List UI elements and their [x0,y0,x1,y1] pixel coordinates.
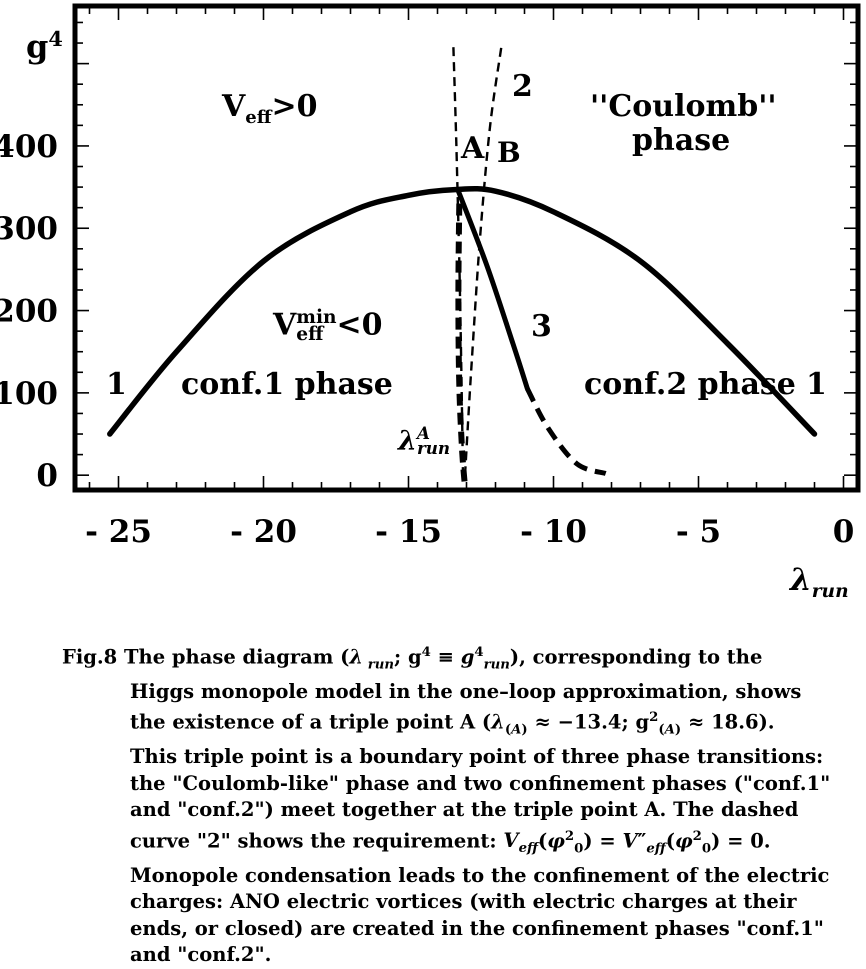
curve-3-label: 3 [531,309,552,344]
x-tick-label: - 5 [676,514,721,550]
label-conf1-phase: conf.1 phase [181,367,393,402]
y-tick-label: 0 [36,458,58,494]
x-tick-label: - 25 [85,514,152,550]
y-tick-label: 400 [0,129,58,165]
figure-caption: Fig.8 The phase diagram (λ run; g4 ≡ g4r… [62,640,858,969]
curve-1 [107,186,818,437]
label-conf2-phase: conf.2 phase [584,367,796,402]
x-tick-label: 0 [833,514,855,550]
caption-line: charges: ANO electric vortices (with ele… [130,890,797,914]
x-tick-label: - 15 [375,514,442,550]
tick-labels: - 25 - 20 - 15 - 10 - 5 0 0 100 200 300 400 [0,129,854,550]
caption-line: This triple point is a boundary point of… [130,745,824,769]
caption-line: and "conf.2") meet together at the tripl… [130,798,799,822]
point-b-label: B [497,136,521,169]
caption-line: and "conf.2". [130,943,272,967]
y-tick-label: 200 [0,294,58,330]
curve-3-dashed [525,387,607,476]
caption-line: curve "2" shows the requirement: Veff(φ2… [130,828,771,857]
label-coulomb-line1: ''Coulomb'' [590,89,777,124]
curve-3-solid [455,187,530,392]
caption-line: Monopole condensation leads to the confi… [130,863,830,887]
plot-frame [72,3,861,493]
lambda-a-boundary [455,203,468,488]
label-veff-positive: Veff>0 [222,89,318,128]
curve-2-right-branch [463,47,503,476]
x-tick-label: - 10 [520,514,587,550]
triple-point-a-label: A [461,131,485,166]
label-coulomb-line2: phase [632,123,731,158]
curve-1-label-right: 1 [806,367,827,402]
caption-line: the "Coulomb-like" phase and two confine… [130,771,831,795]
caption-line: ends, or closed) are created in the conf… [130,916,824,940]
x-tick-label: - 20 [230,514,297,550]
axis-ticks [75,6,858,490]
curve-2-label: 2 [512,69,533,104]
caption-line: the existence of a triple point A (λ(A) … [130,710,775,738]
phase-diagram: - 25 - 20 - 15 - 10 - 5 0 0 100 200 300 400 [0,3,861,550]
y-tick-label: 100 [0,376,58,412]
y-axis-label: g4 [26,26,63,66]
curves [107,47,818,488]
x-axis-label: λrun [790,562,849,603]
y-tick-label: 300 [0,211,58,247]
caption-line: Higgs monopole model in the one–loop app… [130,679,802,703]
caption-line: Fig.8 The phase diagram (λ run; g4 ≡ g4r… [62,645,763,673]
curve-1-label-left: 1 [106,367,127,402]
